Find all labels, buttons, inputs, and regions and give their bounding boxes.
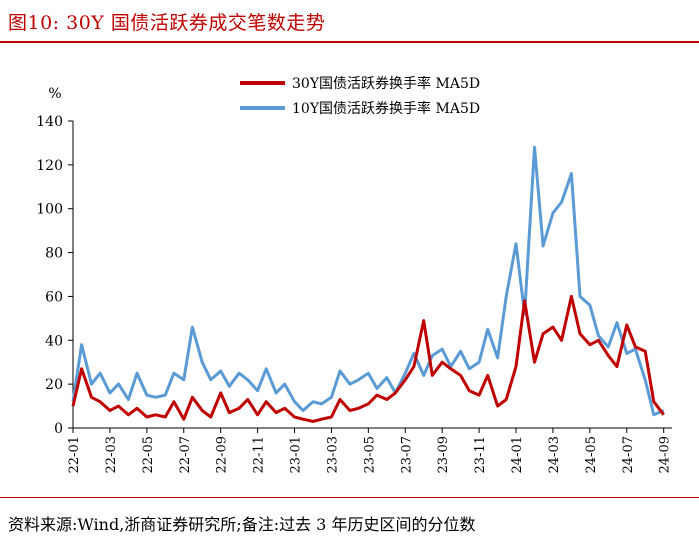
x-axis: 22-01 22-03 22-05 22-07 22-09 22-11 23-01 23-03… bbox=[67, 427, 673, 473]
y-axis-unit-label: % bbox=[48, 86, 61, 102]
x-tick-label: 24-09 bbox=[658, 436, 673, 473]
x-tick-label: 23-01 bbox=[289, 436, 304, 473]
source-note: 资料来源:Wind,浙商证券研究所;备注:过去 3 年历史区间的分位数 bbox=[8, 515, 476, 534]
x-tick-label: 24-05 bbox=[584, 436, 599, 473]
x-tick-label: 24-03 bbox=[547, 436, 562, 473]
x-tick-label: 22-09 bbox=[215, 436, 230, 473]
x-tick-label: 24-07 bbox=[621, 436, 636, 473]
y-tick-label: 140 bbox=[36, 114, 63, 130]
x-tick-label: 22-11 bbox=[252, 436, 267, 473]
series-line-30y bbox=[71, 294, 665, 423]
x-tick-label: 23-05 bbox=[362, 436, 377, 473]
x-tick-label: 22-07 bbox=[178, 436, 193, 473]
x-tick-label: 23-03 bbox=[325, 436, 340, 473]
x-tick-label: 24-01 bbox=[510, 436, 525, 473]
y-tick-label: 100 bbox=[36, 202, 63, 218]
legend-item-10y: 10Y国债活跃券换手率 MA5D bbox=[240, 100, 480, 117]
legend-label-30y: 30Y国债活跃券换手率 MA5D bbox=[292, 75, 480, 92]
y-tick-label: 20 bbox=[45, 377, 63, 393]
x-tick-label: 22-03 bbox=[104, 436, 119, 473]
x-tick-label: 23-09 bbox=[436, 436, 451, 473]
figure-title: 图10: 30Y 国债活跃券成交笔数走势 bbox=[8, 12, 326, 34]
title-divider bbox=[0, 41, 699, 43]
source-divider bbox=[0, 497, 699, 498]
legend-label-10y: 10Y国债活跃券换手率 MA5D bbox=[292, 100, 480, 117]
series-line-10y bbox=[71, 145, 665, 417]
x-tick-label: 22-01 bbox=[67, 436, 82, 473]
x-tick-label: 23-07 bbox=[399, 436, 414, 473]
x-tick-label: 23-11 bbox=[473, 436, 488, 473]
y-tick-label: 120 bbox=[36, 158, 63, 174]
y-tick-label: 80 bbox=[45, 246, 63, 262]
legend: 30Y国债活跃券换手率 MA5D 10Y国债活跃券换手率 MA5D bbox=[240, 75, 480, 117]
y-tick-label: 0 bbox=[54, 421, 63, 437]
series-lines bbox=[71, 145, 665, 423]
y-tick-label: 60 bbox=[45, 289, 63, 305]
legend-item-30y: 30Y国债活跃券换手率 MA5D bbox=[240, 75, 480, 92]
x-tick-label: 22-05 bbox=[141, 436, 156, 473]
y-tick-label: 40 bbox=[45, 333, 63, 349]
y-axis: 0 20 40 60 80 100 120 140 bbox=[36, 114, 74, 437]
